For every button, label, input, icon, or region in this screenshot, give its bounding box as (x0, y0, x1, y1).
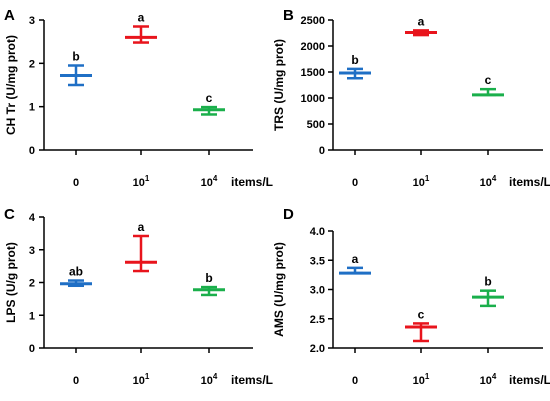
y-axis-label: TRS (U/mg prot) (272, 39, 286, 131)
y-tick-label: 3 (29, 15, 35, 27)
significance-letter: a (352, 252, 359, 266)
y-tick-label: 4.0 (310, 226, 325, 238)
x-tick-label: 104 (201, 174, 218, 189)
y-tick-label: 2 (29, 58, 35, 70)
data-point-group: a (125, 220, 157, 273)
x-tick-label: 101 (413, 174, 430, 189)
x-tick-label: 101 (133, 372, 150, 387)
significance-letter: c (206, 91, 213, 105)
x-axis-unit-label: items/L (509, 175, 550, 189)
y-tick-label: 2.5 (310, 314, 325, 326)
x-tick-label: 101 (133, 174, 150, 189)
y-axis-label: LPS (U/g prot) (4, 242, 18, 323)
y-tick-label: 2000 (301, 41, 325, 53)
data-point-group: c (405, 307, 437, 343)
x-axis-unit-label: items/L (231, 175, 273, 189)
y-tick-label: 0 (29, 145, 35, 157)
y-tick-label: 500 (307, 119, 325, 131)
significance-letter: b (72, 50, 79, 64)
y-tick-label: 1000 (301, 93, 325, 105)
data-point-group: ab (60, 265, 92, 288)
data-point-group: a (125, 11, 157, 44)
chart-panel-b: B 0 500 1000 1500 2000 2500 0 101 104 items/L TRS (… (272, 7, 550, 189)
significance-letter: b (205, 271, 212, 285)
data-point-group: b (193, 271, 225, 297)
y-tick-label: 0 (29, 343, 35, 355)
chart-panel-a: A 0 1 2 3 0 101 104 items/L CH Tr (U/mg prot) b a c (4, 7, 273, 189)
panel-letter: D (283, 206, 294, 223)
y-tick-label: 4 (29, 212, 36, 224)
significance-letter: ab (69, 265, 83, 279)
panel-letter: B (283, 7, 294, 24)
panel-letter: C (4, 206, 15, 223)
x-axis-unit-label: items/L (231, 373, 273, 387)
y-tick-label: 1 (29, 102, 35, 114)
x-tick-label: 104 (480, 174, 497, 189)
data-point-group: a (339, 252, 371, 275)
significance-letter: a (138, 11, 145, 25)
x-tick-label: 104 (480, 372, 497, 387)
y-tick-label: 0 (319, 145, 325, 157)
y-tick-label: 3.5 (310, 255, 325, 267)
data-point-group: c (193, 91, 225, 116)
x-axis-unit-label: items/L (509, 373, 550, 387)
y-tick-label: 3 (29, 245, 35, 257)
x-tick-label: 0 (352, 375, 358, 387)
panel-letter: A (4, 7, 15, 24)
data-point-group: b (60, 50, 92, 87)
data-point-group: b (339, 53, 371, 80)
x-tick-label: 0 (352, 177, 358, 189)
data-point-group: b (472, 275, 504, 308)
x-tick-label: 104 (201, 372, 218, 387)
significance-letter: c (485, 73, 492, 87)
x-tick-label: 0 (73, 375, 79, 387)
chart-panel-d: D 2.0 2.5 3.0 3.5 4.0 0 101 104 items/L AMS (U/mg … (272, 206, 550, 387)
data-point-group: a (405, 14, 437, 37)
y-axis-label: CH Tr (U/mg prot) (4, 35, 18, 135)
y-tick-label: 3.0 (310, 285, 325, 297)
significance-letter: b (351, 53, 358, 67)
significance-letter: a (418, 14, 425, 28)
y-tick-label: 1500 (301, 67, 325, 79)
y-tick-label: 2500 (301, 15, 325, 27)
y-tick-label: 2.0 (310, 343, 325, 355)
y-tick-label: 1 (29, 310, 35, 322)
significance-letter: a (138, 220, 145, 234)
significance-letter: b (484, 275, 491, 289)
x-tick-label: 101 (413, 372, 430, 387)
significance-letter: c (418, 307, 425, 321)
y-tick-label: 2 (29, 278, 35, 290)
x-tick-label: 0 (73, 177, 79, 189)
y-axis-label: AMS (U/mg prot) (272, 242, 286, 337)
data-point-group: c (472, 73, 504, 97)
